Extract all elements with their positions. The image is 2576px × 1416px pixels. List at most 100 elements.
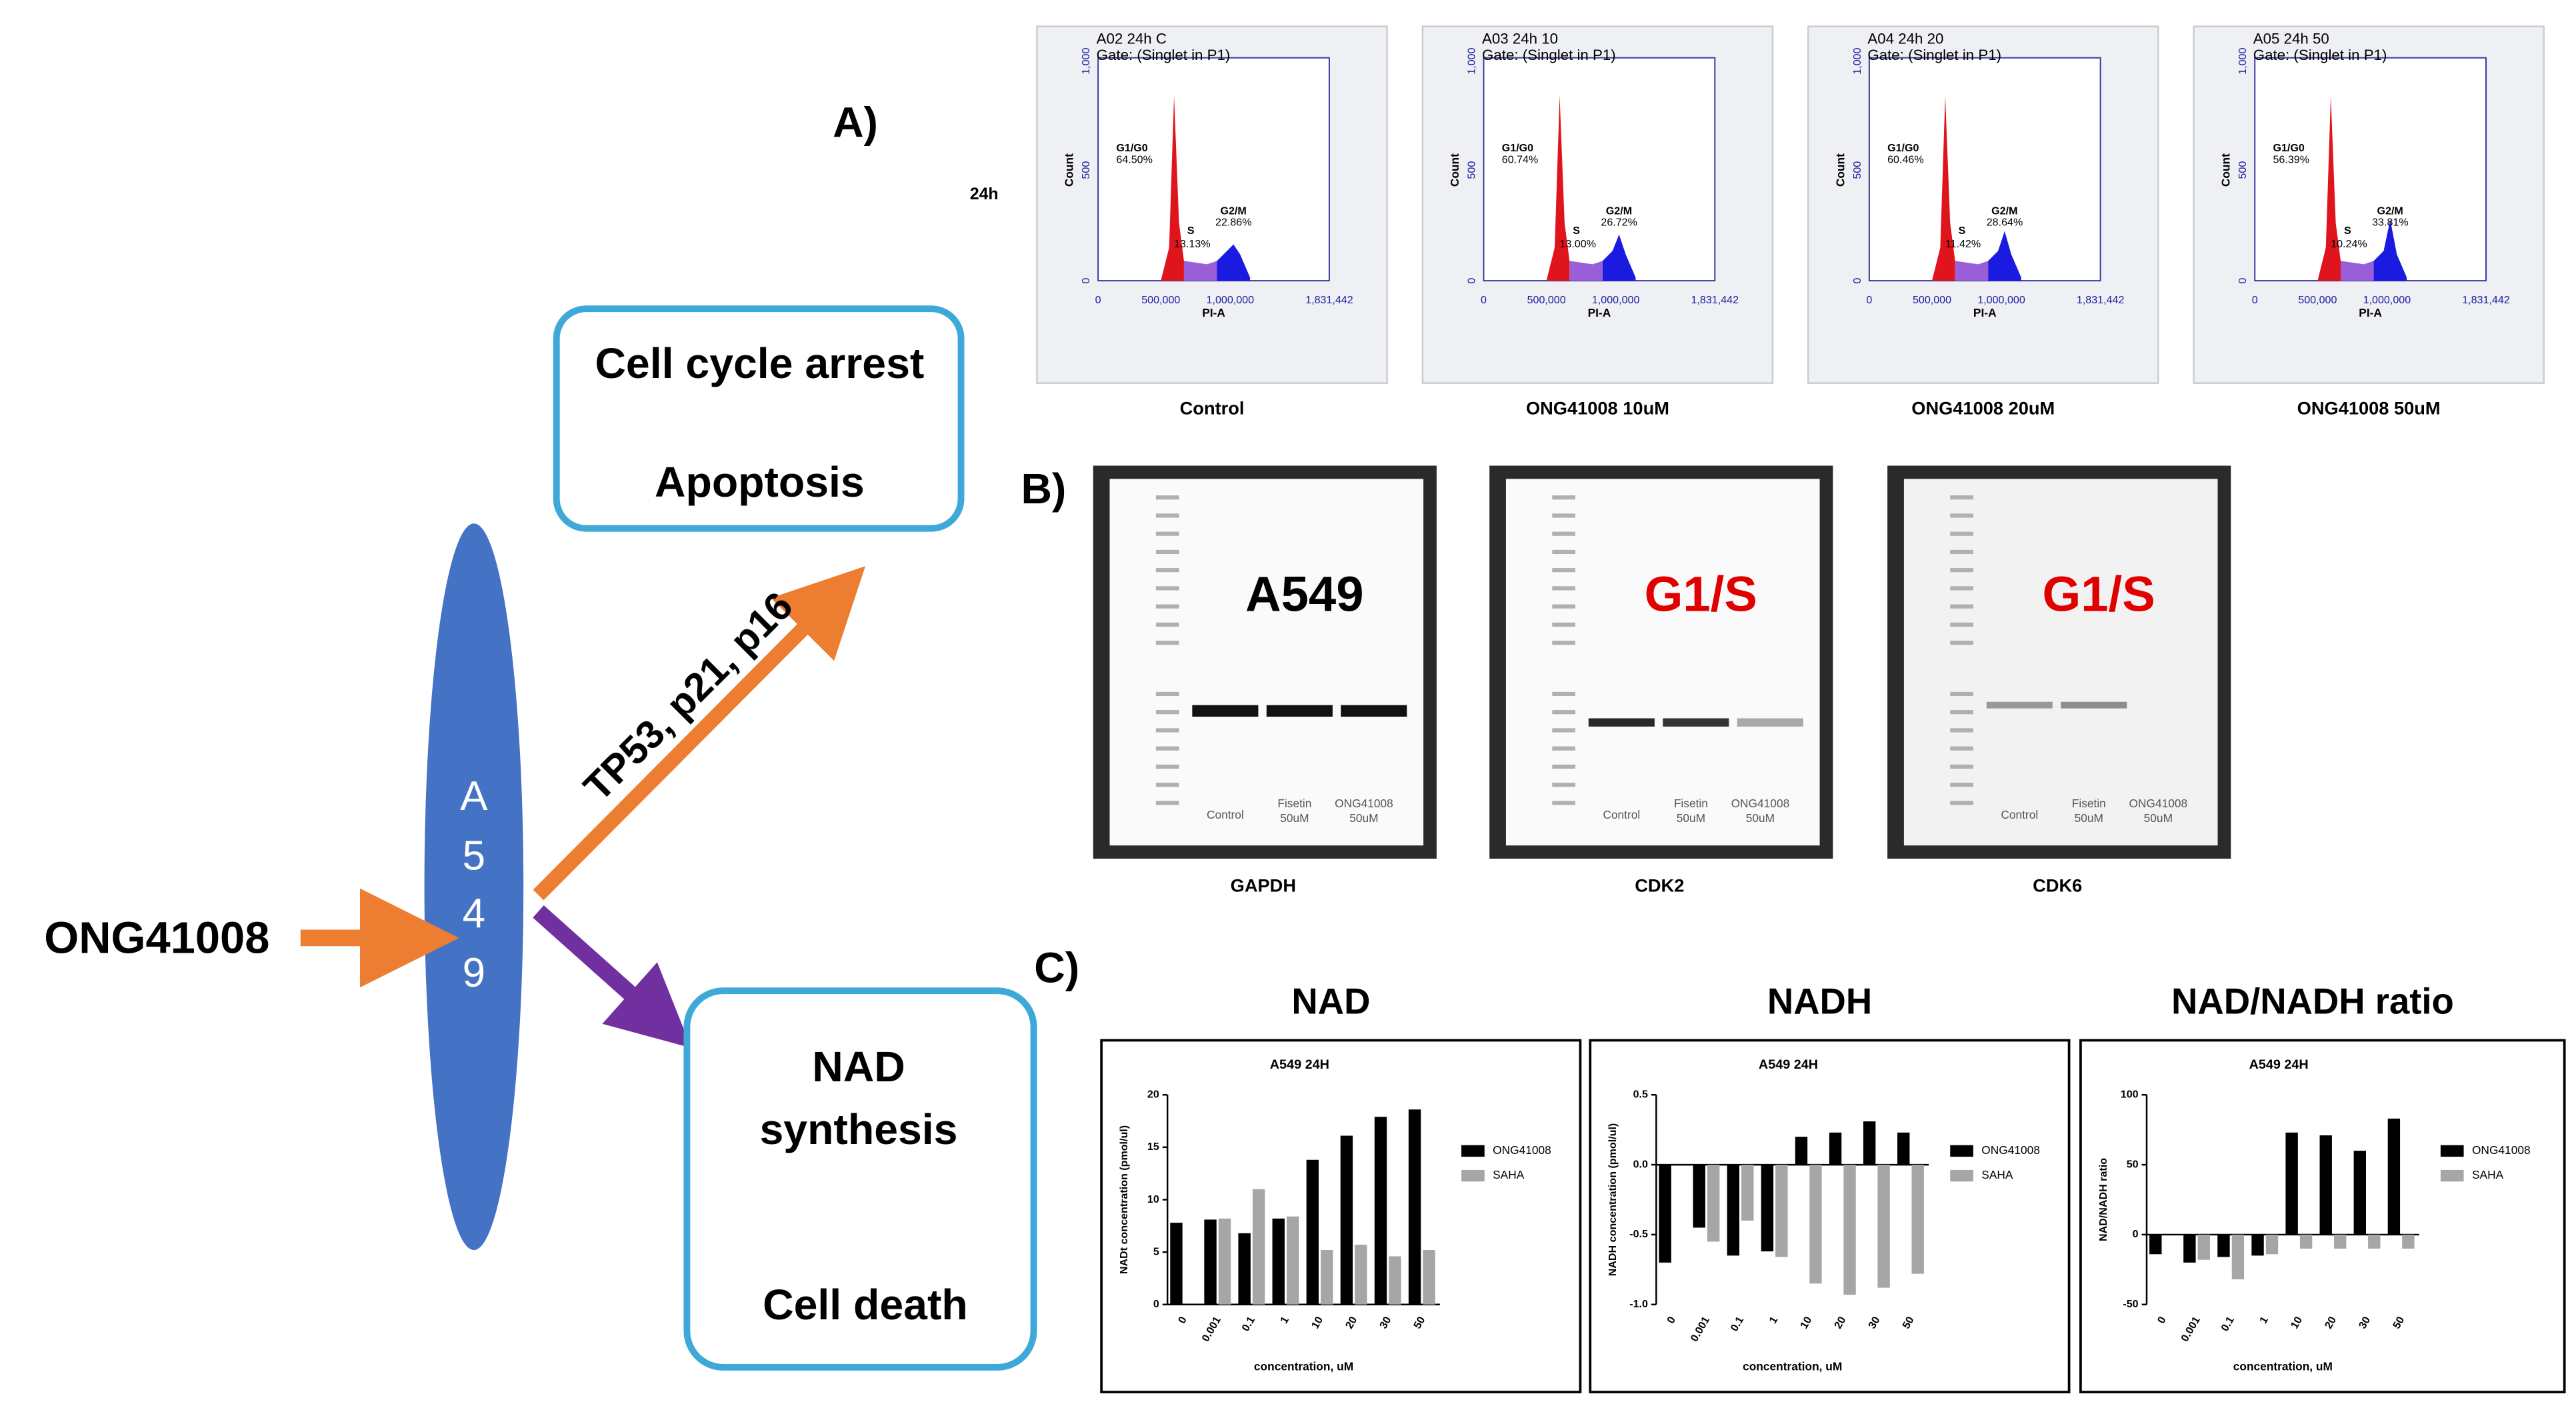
flow-header: A03 24h 10 bbox=[1482, 30, 1558, 47]
peak-value: 22.86% bbox=[1215, 217, 1252, 229]
ladder-band bbox=[1155, 531, 1179, 536]
legend-swatch bbox=[1461, 1169, 1485, 1182]
y-tick-label: 10 bbox=[1147, 1193, 1159, 1205]
s-phase bbox=[1955, 261, 1989, 281]
y-tick-label: 5 bbox=[1153, 1245, 1159, 1257]
g1-peak bbox=[1161, 95, 1184, 281]
cell-letter: A bbox=[460, 773, 488, 819]
bar bbox=[1218, 1218, 1231, 1305]
bar bbox=[2299, 1234, 2313, 1249]
flow-y-tick: 1,000 bbox=[1851, 47, 1863, 74]
flow-x-label: PI-A bbox=[2359, 306, 2382, 319]
peak-value: 26.72% bbox=[1601, 217, 1637, 229]
peak-label: G2/M bbox=[1991, 205, 2017, 217]
ladder-band bbox=[1950, 801, 1973, 805]
diagram: ONG41008 TP53, p21, p16 Cell cycle arres… bbox=[44, 305, 1037, 1371]
flow-x-tick: 1,000,000 bbox=[1977, 294, 2025, 306]
ladder-band bbox=[1950, 691, 1973, 697]
ladder-band bbox=[1155, 801, 1179, 805]
bar bbox=[1761, 1165, 1774, 1252]
legend-label: ONG41008 bbox=[1493, 1143, 1551, 1157]
bar bbox=[1843, 1165, 1856, 1295]
g1-peak bbox=[2317, 95, 2341, 281]
flow-caption: ONG41008 20uM bbox=[1911, 397, 2055, 418]
lane-label: ONG41008 bbox=[2129, 797, 2188, 810]
peak-value: 13.13% bbox=[1174, 238, 1211, 250]
ladder-band bbox=[1552, 710, 1575, 715]
bar bbox=[2402, 1234, 2415, 1249]
ladder-band bbox=[1155, 549, 1179, 555]
peak-value: 11.42% bbox=[1945, 238, 1981, 250]
ladder-band bbox=[1552, 783, 1575, 787]
protein-band bbox=[1663, 718, 1729, 727]
chart-title: NAD/NADH ratio bbox=[2171, 981, 2454, 1021]
peak-label: S bbox=[1959, 225, 1966, 237]
s-phase bbox=[1183, 261, 1217, 281]
ladder-band bbox=[1155, 710, 1179, 715]
bar bbox=[1306, 1159, 1319, 1305]
ladder-band bbox=[1155, 764, 1179, 769]
flow-x-tick: 1,831,442 bbox=[1691, 294, 1739, 306]
ladder-band bbox=[1552, 641, 1575, 645]
peak-label: G1/G0 bbox=[2273, 142, 2304, 154]
ladder-band bbox=[1950, 783, 1973, 787]
peak-label: S bbox=[1187, 225, 1195, 237]
ladder-band bbox=[1950, 641, 1973, 645]
y-tick-label: 50 bbox=[2127, 1158, 2139, 1170]
peak-label: G1/G0 bbox=[1502, 142, 1533, 154]
lane-label: Fisetin bbox=[1674, 797, 1708, 810]
protein-band bbox=[1192, 705, 1259, 717]
bar bbox=[1272, 1218, 1285, 1305]
box-text: Cell death bbox=[763, 1281, 968, 1329]
flow-caption: ONG41008 10uM bbox=[1526, 397, 1669, 418]
bar bbox=[1829, 1132, 1842, 1165]
flow-header: A05 24h 50 bbox=[2253, 30, 2329, 47]
cell-letter: 5 bbox=[463, 833, 485, 879]
bar bbox=[1659, 1165, 1671, 1263]
peak-label: S bbox=[2344, 225, 2351, 237]
bar bbox=[2149, 1234, 2162, 1255]
flow-plot bbox=[1868, 57, 2101, 282]
flow-x-tick: 0 bbox=[1095, 294, 1101, 306]
lane-label: Fisetin bbox=[1277, 797, 1311, 810]
flow-y-tick: 1,000 bbox=[1465, 47, 1477, 74]
flow-y-label: Count bbox=[1063, 153, 1076, 187]
flow-x-tick: 0 bbox=[1866, 294, 1872, 306]
flow-y-tick: 0 bbox=[2237, 278, 2249, 284]
bar bbox=[2197, 1234, 2211, 1260]
legend-swatch bbox=[2440, 1145, 2464, 1157]
peak-label: G1/G0 bbox=[1116, 142, 1147, 154]
peak-label: S bbox=[1573, 225, 1580, 237]
y-axis-label: NAD/NADH ratio bbox=[2097, 1158, 2109, 1241]
flow-x-tick: 0 bbox=[1481, 294, 1487, 306]
bar bbox=[1707, 1165, 1720, 1242]
cell-letter: 9 bbox=[463, 950, 485, 996]
bar bbox=[1204, 1219, 1217, 1305]
bar bbox=[2251, 1234, 2264, 1256]
ladder-band bbox=[1950, 710, 1973, 715]
bar bbox=[2353, 1151, 2366, 1235]
bar bbox=[1389, 1256, 1401, 1305]
flow-gate: Gate: (Singlet in P1) bbox=[2253, 47, 2387, 63]
flow-x-tick: 1,831,442 bbox=[2462, 294, 2510, 306]
flow-plot bbox=[1483, 57, 1716, 282]
y-tick-label: -0.5 bbox=[1629, 1228, 1648, 1240]
bar bbox=[1863, 1121, 1876, 1165]
bar bbox=[1727, 1165, 1740, 1256]
protein-band bbox=[2061, 701, 2127, 709]
peak-value: 64.50% bbox=[1116, 154, 1153, 166]
flow-y-label: Count bbox=[1448, 153, 1461, 187]
chart-title: NAD bbox=[1291, 981, 1370, 1021]
blot-caption: CDK6 bbox=[2033, 875, 2082, 895]
peak-value: 28.64% bbox=[1987, 217, 2023, 229]
y-tick-label: -50 bbox=[2123, 1298, 2138, 1310]
legend-label: SAHA bbox=[1981, 1168, 2013, 1181]
blot-caption: CDK2 bbox=[1635, 875, 1684, 895]
box-text: synthesis bbox=[760, 1105, 958, 1153]
flow-y-label: Count bbox=[1833, 153, 1847, 187]
peak-label: G1/G0 bbox=[1887, 142, 1919, 154]
legend-swatch bbox=[1950, 1145, 1973, 1157]
bar bbox=[2319, 1135, 2332, 1235]
ladder-band bbox=[1552, 764, 1575, 769]
